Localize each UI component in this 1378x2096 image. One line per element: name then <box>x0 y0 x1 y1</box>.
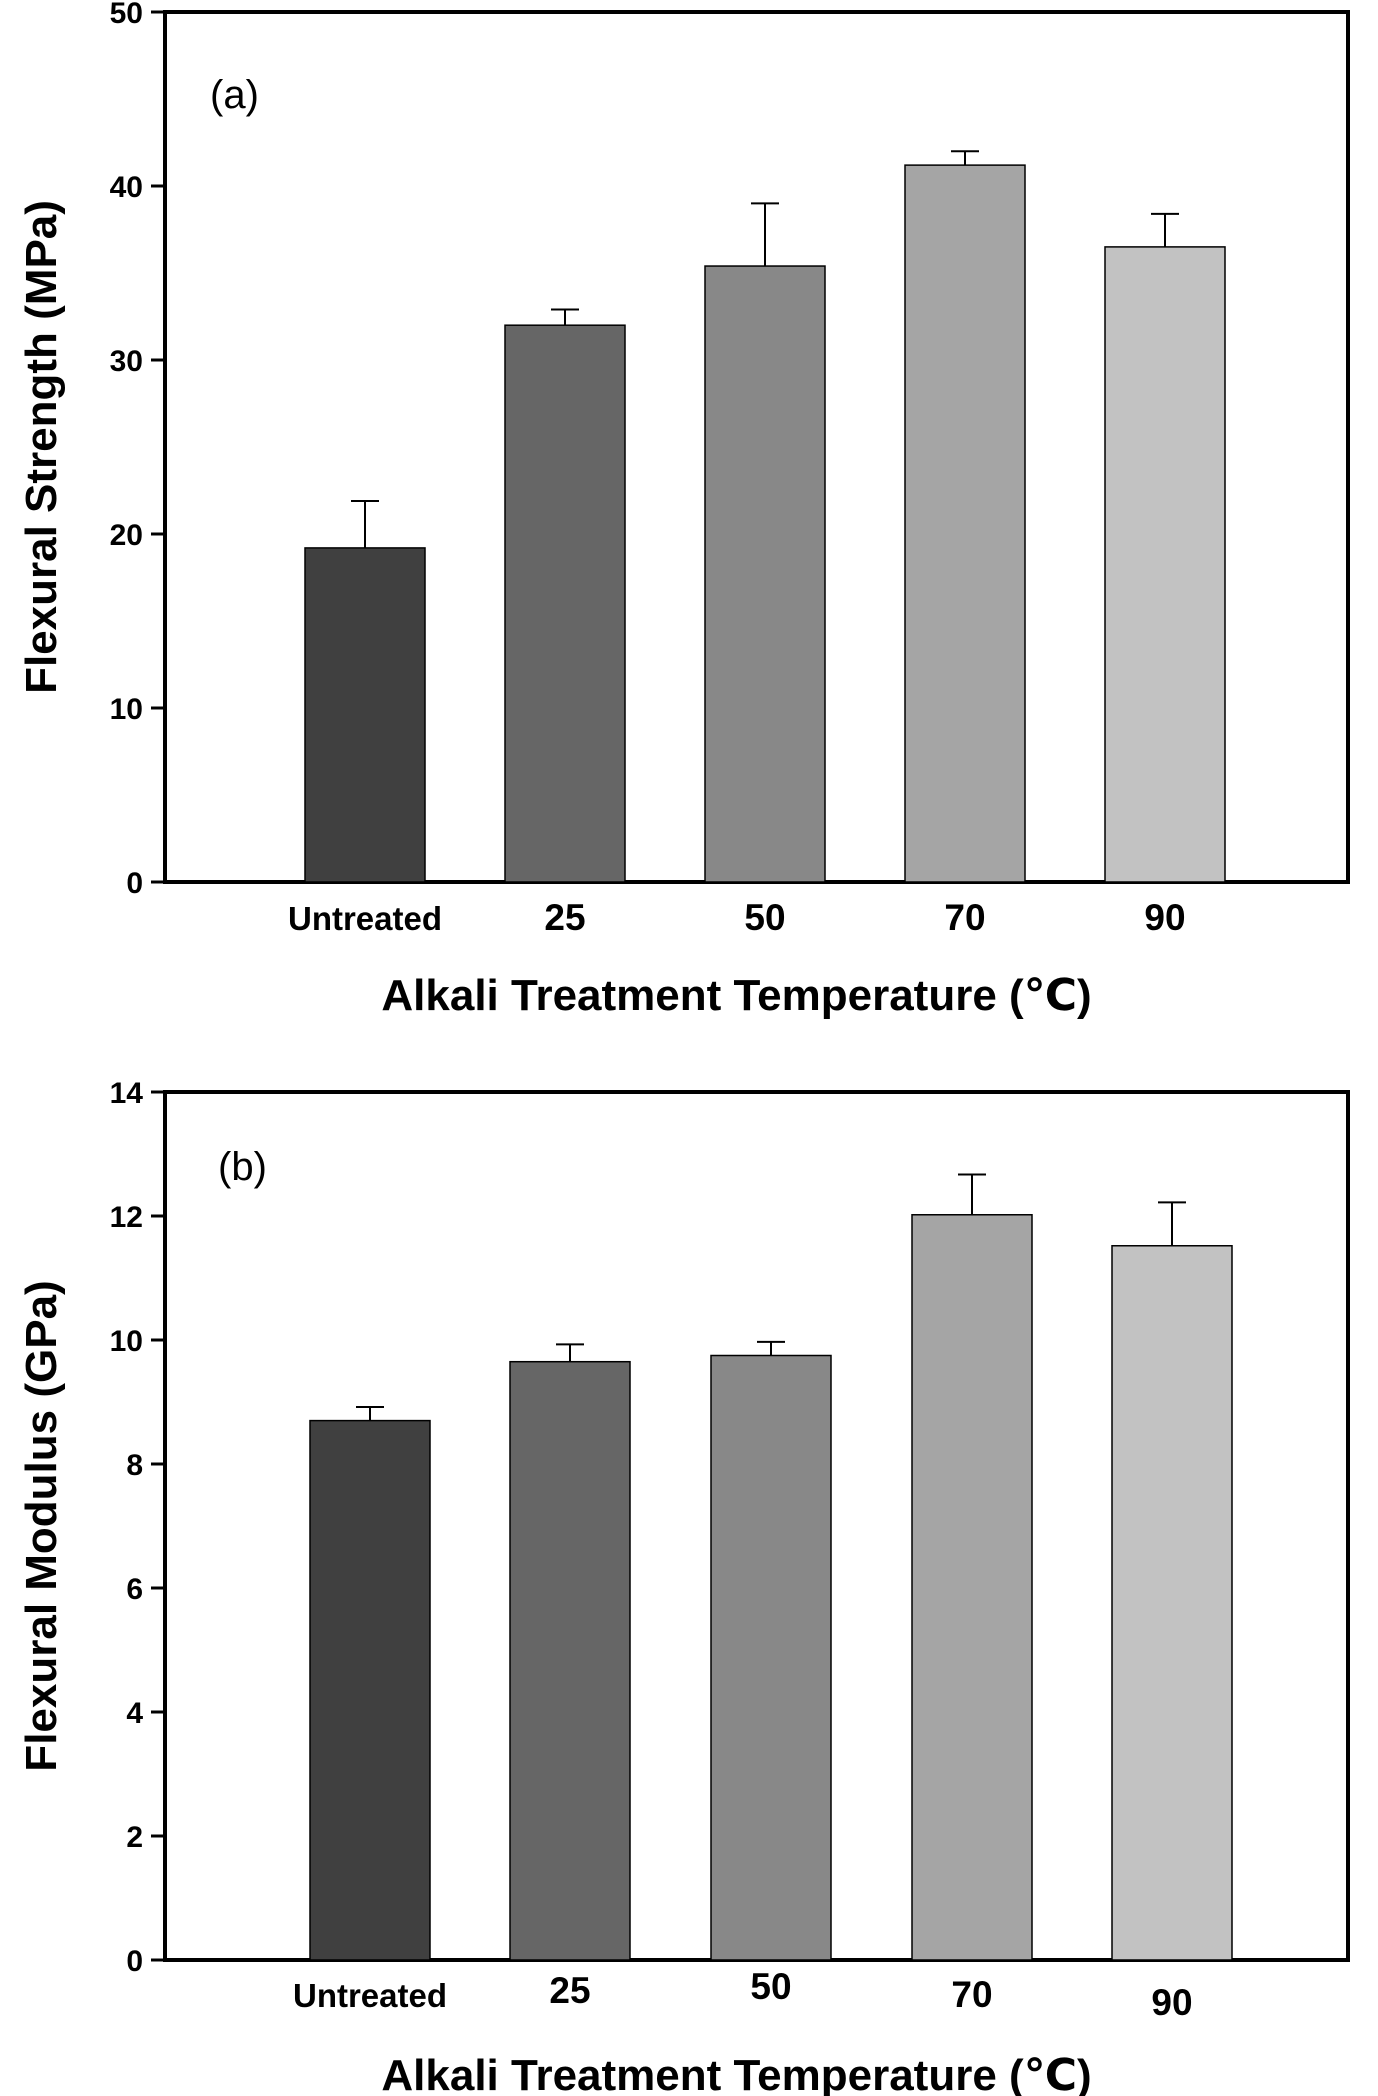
x-axis-title: Alkali Treatment Temperature (℃) <box>381 2051 1091 2096</box>
bar-50 <box>704 265 826 883</box>
bar-untreated <box>309 1419 431 1961</box>
bar-25 <box>504 324 626 883</box>
y-tick-label: 8 <box>126 1449 143 1482</box>
y-tick-label: 14 <box>110 1077 144 1110</box>
bar-70 <box>904 164 1026 883</box>
x-category-label: 50 <box>750 1966 791 2007</box>
x-category-label: 50 <box>744 897 785 938</box>
x-axis-title: Alkali Treatment Temperature (℃) <box>381 971 1091 1020</box>
x-category-label: 90 <box>1144 897 1185 938</box>
x-category-label: 25 <box>544 897 585 938</box>
bar-untreated <box>304 547 426 883</box>
panel-label: (a) <box>210 73 259 117</box>
y-tick-label: 50 <box>110 0 143 30</box>
bar-90 <box>1111 1245 1233 1961</box>
y-tick-label: 40 <box>110 171 143 204</box>
y-tick-label: 0 <box>126 1945 143 1978</box>
y-tick-label: 30 <box>110 345 143 378</box>
y-tick-label: 10 <box>110 693 143 726</box>
chart-panel-b: 0 2 4 6 8 10 12 14 Untreated 25 50 70 90 Alkali Treat… <box>17 1077 1350 2096</box>
bar-50 <box>710 1354 832 1961</box>
chart-panel-a: 0 10 20 30 40 50 Untreated 25 50 70 90 Alkali Treat… <box>17 0 1350 1020</box>
x-category-label: Untreated <box>288 900 442 937</box>
y-axis-title: Flexural Strength (MPa) <box>17 200 66 694</box>
panel-label: (b) <box>218 1145 267 1189</box>
y-tick-label: 6 <box>126 1573 143 1606</box>
y-axis-title: Flexural Modulus (GPa) <box>17 1280 66 1771</box>
x-category-label: 90 <box>1151 1982 1192 2023</box>
x-category-label: 25 <box>549 1970 590 2011</box>
bar-25 <box>509 1360 631 1961</box>
y-tick-label: 2 <box>126 1821 143 1854</box>
y-tick-label: 0 <box>126 867 143 900</box>
bar-70 <box>911 1214 1033 1961</box>
y-tick-label: 4 <box>126 1697 143 1730</box>
y-tick-label: 12 <box>110 1201 143 1234</box>
y-tick-label: 20 <box>110 519 143 552</box>
x-category-label: 70 <box>944 897 985 938</box>
x-category-label: Untreated <box>293 1977 447 2014</box>
bar-90 <box>1104 246 1226 883</box>
y-tick-label: 10 <box>110 1325 143 1358</box>
x-category-label: 70 <box>951 1974 992 2015</box>
